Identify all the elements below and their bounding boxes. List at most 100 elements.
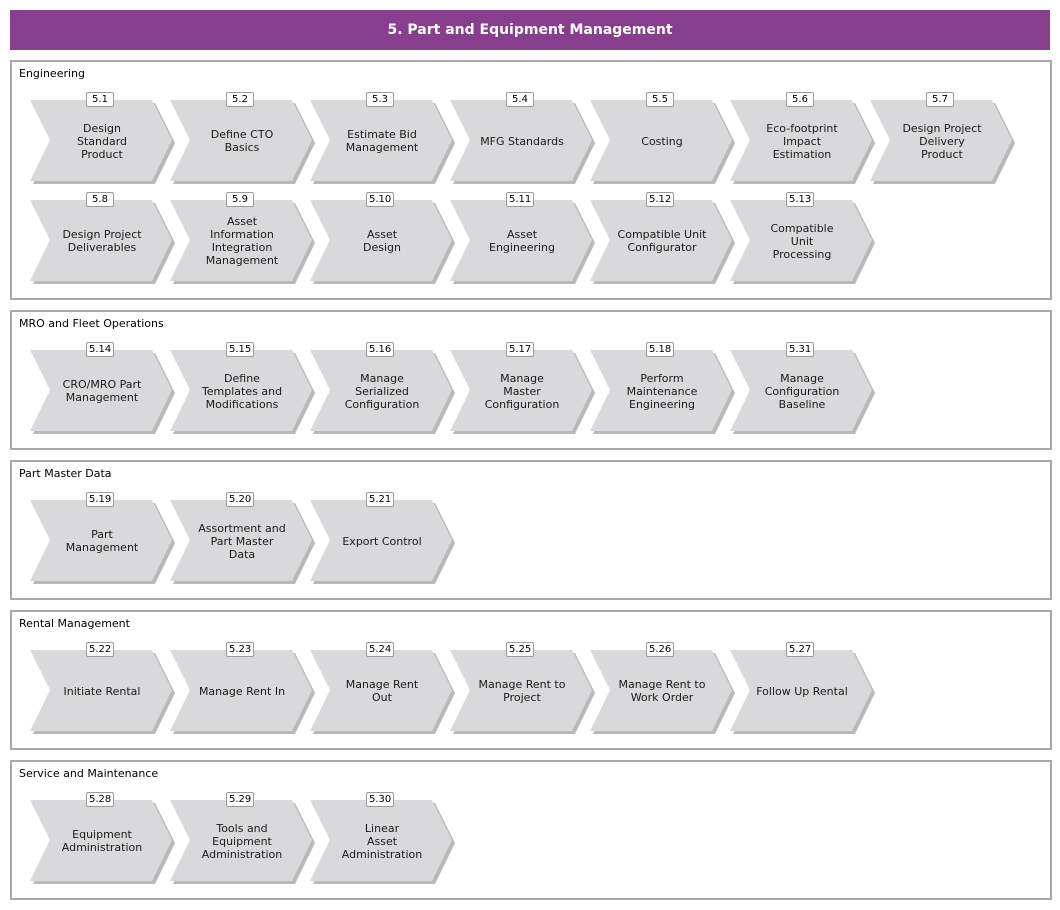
step-number-badge: 5.28 bbox=[86, 792, 115, 807]
step-label: Define Templates and Modifications bbox=[201, 371, 283, 411]
step-label: Design Project Deliverables bbox=[62, 228, 142, 254]
group-part-master-data: Part Master Data Part Management 5.19 Assor… bbox=[10, 460, 1052, 600]
step-number-badge: 5.10 bbox=[366, 192, 395, 207]
step-number-badge: 5.23 bbox=[226, 642, 255, 657]
group-mro-and-fleet-operations: MRO and Fleet Operations CRO/MRO Part Man… bbox=[10, 310, 1052, 450]
chevron-shape bbox=[30, 800, 175, 884]
group-title: Part Master Data bbox=[19, 467, 112, 480]
process-step-5-21[interactable]: Export Control 5.21 bbox=[310, 492, 455, 584]
chevron-shape bbox=[170, 650, 315, 734]
step-number-badge: 5.11 bbox=[506, 192, 535, 207]
step-number-badge: 5.3 bbox=[366, 92, 394, 107]
process-step-5-11[interactable]: Asset Engineering 5.11 bbox=[450, 192, 595, 284]
chevron-shape bbox=[170, 200, 315, 284]
chevron-shape bbox=[30, 200, 175, 284]
process-step-5-7[interactable]: Design Project Delivery Product 5.7 bbox=[870, 92, 1015, 184]
process-step-5-28[interactable]: Equipment Administration 5.28 bbox=[30, 792, 175, 884]
step-number-badge: 5.21 bbox=[366, 492, 395, 507]
step-label: Follow Up Rental bbox=[756, 684, 848, 698]
process-step-5-14[interactable]: CRO/MRO Part Management 5.14 bbox=[30, 342, 175, 434]
chevron-shape bbox=[30, 500, 175, 584]
step-number-badge: 5.19 bbox=[86, 492, 115, 507]
step-number-badge: 5.27 bbox=[786, 642, 815, 657]
process-step-5-24[interactable]: Manage Rent Out 5.24 bbox=[310, 642, 455, 734]
process-step-5-30[interactable]: Linear Asset Administration 5.30 bbox=[310, 792, 455, 884]
process-step-5-31[interactable]: Manage Configuration Baseline 5.31 bbox=[730, 342, 875, 434]
step-label: Manage Serialized Configuration bbox=[344, 371, 420, 411]
chevron-shape bbox=[30, 650, 175, 734]
chevron-shape bbox=[310, 800, 455, 884]
step-number-badge: 5.15 bbox=[226, 342, 255, 357]
chevron-shape bbox=[30, 100, 175, 184]
process-step-5-10[interactable]: Asset Design 5.10 bbox=[310, 192, 455, 284]
step-label: Compatible Unit Configurator bbox=[617, 228, 707, 254]
process-step-5-16[interactable]: Manage Serialized Configuration 5.16 bbox=[310, 342, 455, 434]
step-label: Manage Configuration Baseline bbox=[764, 371, 840, 411]
group-title: Rental Management bbox=[19, 617, 130, 630]
step-label: Equipment Administration bbox=[61, 828, 143, 854]
process-step-5-29[interactable]: Tools and Equipment Administration 5.29 bbox=[170, 792, 315, 884]
step-label: Manage Rent to Project bbox=[478, 678, 566, 704]
process-step-5-22[interactable]: Initiate Rental 5.22 bbox=[30, 642, 175, 734]
step-label: Assortment and Part Master Data bbox=[198, 521, 286, 561]
page-title: 5. Part and Equipment Management bbox=[10, 10, 1050, 50]
step-number-badge: 5.29 bbox=[226, 792, 255, 807]
group-engineering: Engineering Design Standard Product 5.1 Def… bbox=[10, 60, 1052, 300]
group-title: MRO and Fleet Operations bbox=[19, 317, 164, 330]
step-number-badge: 5.31 bbox=[786, 342, 815, 357]
process-step-5-4[interactable]: MFG Standards 5.4 bbox=[450, 92, 595, 184]
chevron-shape bbox=[730, 200, 875, 284]
process-step-5-26[interactable]: Manage Rent to Work Order 5.26 bbox=[590, 642, 735, 734]
step-number-badge: 5.24 bbox=[366, 642, 395, 657]
chevron-shape bbox=[310, 500, 455, 584]
step-label: Initiate Rental bbox=[63, 684, 141, 698]
process-step-5-17[interactable]: Manage Master Configuration 5.17 bbox=[450, 342, 595, 434]
process-step-5-5[interactable]: Costing 5.5 bbox=[590, 92, 735, 184]
step-number-badge: 5.12 bbox=[646, 192, 675, 207]
process-step-5-9[interactable]: Asset Information Integration Management… bbox=[170, 192, 315, 284]
step-label: Asset Information Integration Management bbox=[205, 215, 279, 267]
step-number-badge: 5.30 bbox=[366, 792, 395, 807]
process-step-5-3[interactable]: Estimate Bid Management 5.3 bbox=[310, 92, 455, 184]
chevron-shape bbox=[30, 350, 175, 434]
process-step-5-27[interactable]: Follow Up Rental 5.27 bbox=[730, 642, 875, 734]
step-number-badge: 5.13 bbox=[786, 192, 815, 207]
group-title: Engineering bbox=[19, 67, 85, 80]
step-label: Design Project Delivery Product bbox=[902, 121, 982, 161]
chevron-shape bbox=[310, 100, 455, 184]
process-step-5-15[interactable]: Define Templates and Modifications 5.15 bbox=[170, 342, 315, 434]
process-step-5-8[interactable]: Design Project Deliverables 5.8 bbox=[30, 192, 175, 284]
chevron-shape bbox=[730, 100, 875, 184]
process-step-5-23[interactable]: Manage Rent In 5.23 bbox=[170, 642, 315, 734]
step-number-badge: 5.4 bbox=[506, 92, 534, 107]
step-label: Compatible Unit Processing bbox=[770, 221, 834, 261]
process-step-5-12[interactable]: Compatible Unit Configurator 5.12 bbox=[590, 192, 735, 284]
process-step-5-1[interactable]: Design Standard Product 5.1 bbox=[30, 92, 175, 184]
process-step-5-6[interactable]: Eco-footprint Impact Estimation 5.6 bbox=[730, 92, 875, 184]
chevron-shape bbox=[450, 650, 595, 734]
process-step-5-13[interactable]: Compatible Unit Processing 5.13 bbox=[730, 192, 875, 284]
process-step-5-20[interactable]: Assortment and Part Master Data 5.20 bbox=[170, 492, 315, 584]
step-label: Tools and Equipment Administration bbox=[201, 821, 283, 861]
step-label: Define CTO Basics bbox=[210, 128, 274, 154]
step-label: Manage Rent to Work Order bbox=[618, 678, 706, 704]
group-title: Service and Maintenance bbox=[19, 767, 159, 780]
step-number-badge: 5.17 bbox=[506, 342, 535, 357]
process-step-5-25[interactable]: Manage Rent to Project 5.25 bbox=[450, 642, 595, 734]
step-number-badge: 5.5 bbox=[646, 92, 674, 107]
chevron-shape bbox=[310, 650, 455, 734]
step-label: Estimate Bid Management bbox=[345, 128, 419, 154]
step-label: Asset Design bbox=[363, 228, 401, 254]
step-label: Design Standard Product bbox=[76, 121, 128, 161]
chevron-shape bbox=[590, 650, 735, 734]
process-step-5-19[interactable]: Part Management 5.19 bbox=[30, 492, 175, 584]
chevron-shape bbox=[450, 200, 595, 284]
process-step-5-18[interactable]: Perform Maintenance Engineering 5.18 bbox=[590, 342, 735, 434]
step-label: CRO/MRO Part Management bbox=[62, 378, 142, 404]
group-rental-management: Rental Management Initiate Rental 5.22 Mana… bbox=[10, 610, 1052, 750]
step-number-badge: 5.2 bbox=[226, 92, 254, 107]
process-step-5-2[interactable]: Define CTO Basics 5.2 bbox=[170, 92, 315, 184]
step-label: Part Management bbox=[65, 528, 139, 554]
step-label: Costing bbox=[641, 134, 683, 148]
chevron-shape bbox=[450, 100, 595, 184]
